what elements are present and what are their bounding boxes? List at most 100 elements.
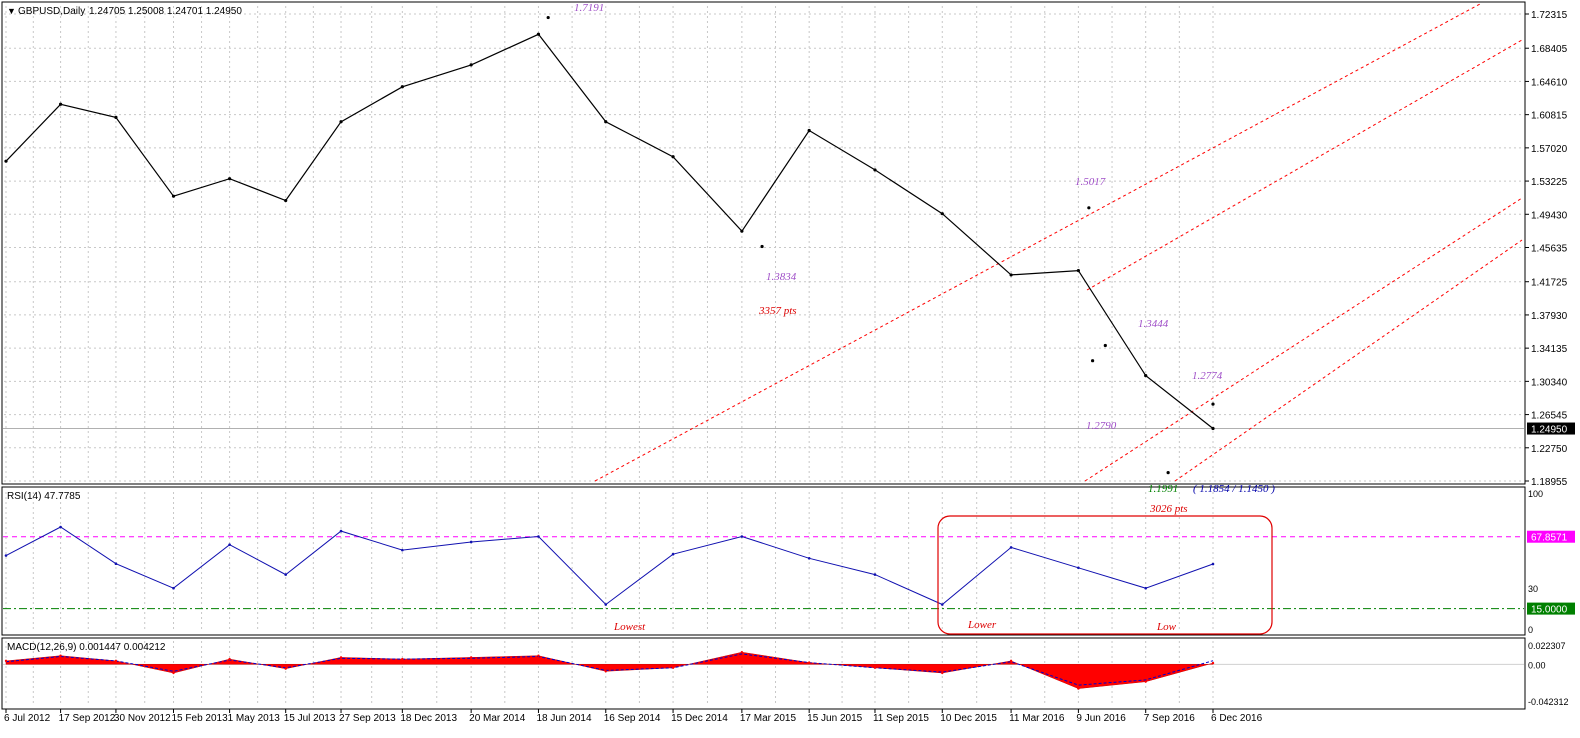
macd-axis-bottom: -0.042312 bbox=[1528, 697, 1569, 707]
price-point bbox=[339, 120, 343, 124]
price-point bbox=[284, 198, 288, 203]
time-axis-label: 15 Feb 2013 bbox=[172, 713, 229, 724]
price-axis-label: 1.72315 bbox=[1531, 10, 1568, 21]
rsi-point bbox=[114, 562, 118, 566]
price-point bbox=[1076, 268, 1080, 273]
rsi-point bbox=[4, 554, 8, 557]
rsi-point bbox=[1077, 566, 1080, 570]
price-axis-label: 1.34135 bbox=[1531, 344, 1568, 355]
macd-point bbox=[941, 671, 944, 675]
rsi-points bbox=[4, 525, 1215, 606]
price-axis-label: 1.57020 bbox=[1531, 144, 1568, 155]
time-axis-label: 27 Sep 2013 bbox=[339, 713, 396, 724]
price-axis-label: 1.30340 bbox=[1531, 377, 1568, 388]
rsi-point bbox=[873, 573, 877, 576]
macd-title: MACD(12,26,9) 0.001447 0.004212 bbox=[7, 642, 166, 653]
price-point bbox=[114, 115, 118, 120]
rsi-point bbox=[537, 535, 540, 538]
macd-point bbox=[59, 654, 62, 657]
price-axis-label: 1.53225 bbox=[1531, 177, 1568, 188]
time-axis-label: 7 Sep 2016 bbox=[1144, 713, 1196, 724]
ohlc-readout: 1.24705 1.25008 1.24701 1.24950 bbox=[89, 6, 242, 17]
macd-point bbox=[228, 657, 231, 661]
rsi-axis-30: 30 bbox=[1528, 584, 1538, 594]
price-point bbox=[671, 155, 675, 159]
macd-point bbox=[807, 661, 811, 664]
macd-point bbox=[339, 656, 343, 659]
macd-point bbox=[604, 670, 607, 673]
rsi-point bbox=[469, 540, 473, 544]
macd-axis-top: 0.022307 bbox=[1528, 641, 1566, 651]
price-point bbox=[807, 128, 811, 133]
price-key-point bbox=[760, 244, 764, 249]
rsi-annotation-low: Low bbox=[1156, 621, 1177, 633]
price-key-point bbox=[1211, 402, 1215, 406]
time-axis-label: 10 Dec 2015 bbox=[940, 713, 997, 724]
price-point bbox=[604, 120, 608, 124]
annotation-recent-high: 1.2774 bbox=[1192, 370, 1223, 382]
time-axis-label: 11 Mar 2016 bbox=[1009, 713, 1065, 724]
rsi-upper-label: 67.8571 bbox=[1531, 533, 1568, 544]
rsi-panel-frame bbox=[1, 486, 1526, 636]
rsi-point bbox=[604, 603, 608, 606]
menu-arrow-icon[interactable]: ▼ bbox=[7, 6, 16, 16]
grid bbox=[4, 6, 1522, 706]
rsi-point bbox=[740, 535, 744, 538]
time-axis-label: 6 Jul 2012 bbox=[4, 713, 51, 724]
price-point bbox=[1211, 426, 1215, 431]
macd-point bbox=[469, 656, 473, 659]
price-axis: 1.72315 1.68405 1.64610 1.60815 1.57020 1.532… bbox=[1525, 10, 1568, 488]
time-axis-label: 20 Mar 2014 bbox=[469, 713, 526, 724]
channel-line[interactable] bbox=[1174, 239, 1523, 482]
channel-lines[interactable] bbox=[594, 3, 1523, 482]
rsi-point bbox=[1009, 546, 1013, 549]
annotation-high: 1.7191 bbox=[574, 2, 604, 14]
price-axis-label: 1.37930 bbox=[1531, 311, 1568, 322]
annotation-post-high: 1.3444 bbox=[1138, 318, 1169, 330]
rsi-point bbox=[940, 603, 944, 606]
rsi-axis-0: 0 bbox=[1528, 625, 1533, 635]
time-axis-label: 1 May 2013 bbox=[228, 713, 281, 724]
price-axis-label: 1.18955 bbox=[1531, 477, 1568, 488]
symbol-label: GBPUSD,Daily bbox=[18, 6, 85, 17]
rsi-point bbox=[1211, 562, 1215, 566]
macd-histogram bbox=[5, 651, 1214, 689]
macd-axis-zero: 0.00 bbox=[1528, 660, 1546, 670]
annotation-flash-range: ( 1.1854 / 1.1450 ) bbox=[1193, 483, 1275, 495]
rsi-highlight-box[interactable] bbox=[937, 515, 1273, 635]
macd-point bbox=[671, 666, 675, 669]
rsi-point bbox=[1144, 586, 1147, 590]
rsi-point bbox=[671, 552, 675, 556]
rsi-annotation-lower: Lower bbox=[967, 619, 997, 631]
price-key-point bbox=[1087, 206, 1091, 210]
price-axis-label: 1.60815 bbox=[1531, 111, 1568, 122]
price-axis-label: 1.64610 bbox=[1531, 77, 1568, 88]
annotation-brexit-high: 1.5017 bbox=[1075, 176, 1106, 188]
rsi-point bbox=[401, 548, 404, 552]
rsi-lower-box bbox=[1527, 602, 1575, 615]
time-axis-label: 11 Sep 2015 bbox=[873, 713, 929, 724]
channel-line[interactable] bbox=[1084, 197, 1523, 482]
price-key-point bbox=[1090, 359, 1095, 363]
time-axis-label: 30 Nov 2012 bbox=[114, 713, 171, 724]
time-axis-label: 15 Jun 2015 bbox=[807, 713, 862, 724]
price-point bbox=[228, 177, 232, 181]
annotation-low-2015: 1.3834 bbox=[766, 271, 797, 283]
macd-point bbox=[172, 671, 175, 675]
channel-line[interactable] bbox=[594, 3, 1481, 482]
price-point bbox=[171, 194, 176, 198]
macd-point bbox=[1077, 687, 1080, 690]
price-line bbox=[5, 33, 1214, 429]
macd-points bbox=[4, 650, 1215, 690]
time-axis-label: 18 Dec 2013 bbox=[400, 713, 457, 724]
time-axis-label: 6 Dec 2016 bbox=[1211, 713, 1263, 724]
price-points bbox=[4, 15, 1215, 475]
time-axis-label: 17 Mar 2015 bbox=[740, 713, 797, 724]
price-key-point bbox=[1103, 343, 1107, 348]
macd-signal-line bbox=[5, 653, 1214, 686]
channel-line[interactable] bbox=[1086, 39, 1523, 291]
macd-point bbox=[4, 659, 8, 663]
price-point bbox=[1009, 273, 1013, 277]
